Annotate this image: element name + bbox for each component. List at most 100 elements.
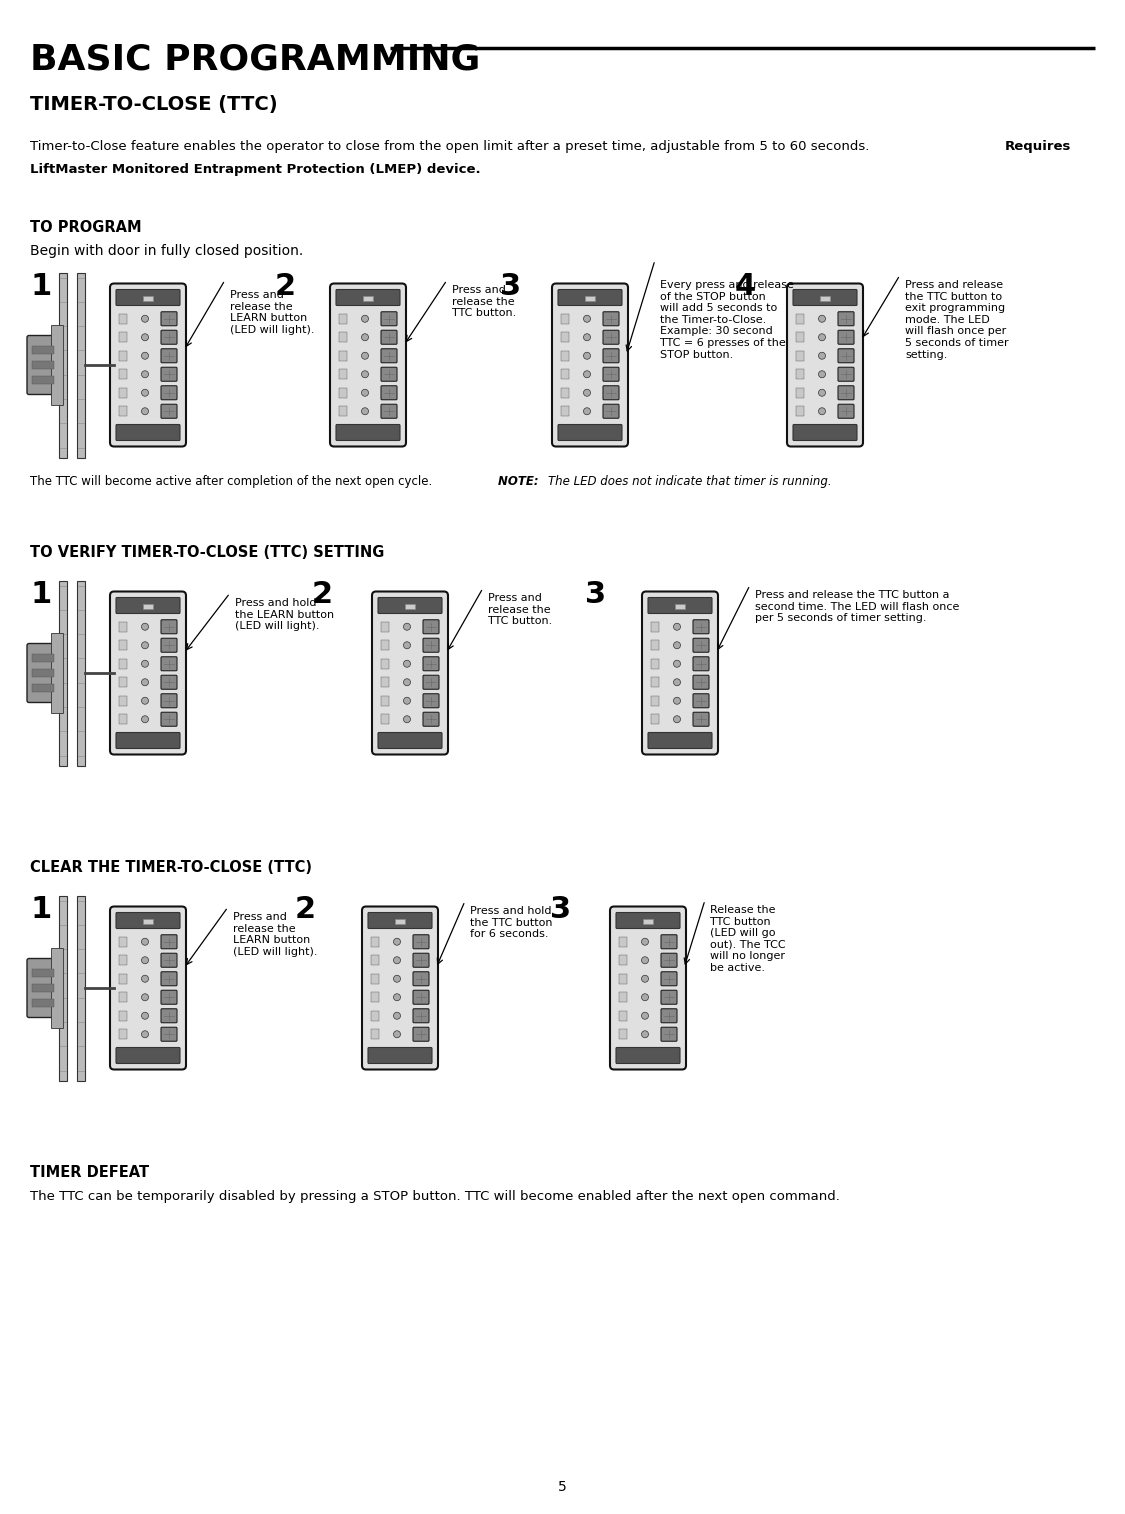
- FancyBboxPatch shape: [110, 592, 186, 754]
- FancyBboxPatch shape: [423, 712, 439, 727]
- FancyBboxPatch shape: [552, 283, 628, 447]
- Bar: [619, 1030, 627, 1039]
- Bar: [339, 369, 346, 378]
- FancyBboxPatch shape: [336, 289, 400, 306]
- FancyBboxPatch shape: [603, 368, 619, 382]
- FancyBboxPatch shape: [27, 336, 58, 395]
- Text: 1: 1: [30, 580, 52, 609]
- Bar: [119, 992, 127, 1002]
- FancyBboxPatch shape: [161, 954, 177, 967]
- FancyBboxPatch shape: [603, 386, 619, 400]
- Circle shape: [361, 389, 369, 397]
- Circle shape: [142, 678, 148, 686]
- Bar: [58, 273, 68, 457]
- FancyBboxPatch shape: [616, 913, 679, 928]
- Bar: [119, 313, 127, 324]
- FancyBboxPatch shape: [423, 619, 439, 634]
- FancyBboxPatch shape: [793, 424, 857, 441]
- FancyBboxPatch shape: [662, 972, 677, 986]
- Circle shape: [584, 353, 591, 359]
- FancyBboxPatch shape: [558, 289, 622, 306]
- FancyBboxPatch shape: [161, 348, 177, 363]
- Bar: [561, 332, 569, 342]
- Bar: [585, 295, 595, 300]
- FancyBboxPatch shape: [423, 693, 439, 707]
- Bar: [405, 604, 415, 609]
- FancyBboxPatch shape: [693, 675, 709, 689]
- Bar: [119, 388, 127, 398]
- FancyBboxPatch shape: [161, 330, 177, 344]
- FancyBboxPatch shape: [381, 386, 397, 400]
- Circle shape: [404, 660, 411, 668]
- Text: Press and release
the TTC button to
exit programming
mode. The LED
will flash on: Press and release the TTC button to exit…: [904, 280, 1009, 360]
- Bar: [363, 295, 374, 300]
- FancyBboxPatch shape: [838, 368, 854, 382]
- FancyBboxPatch shape: [116, 733, 180, 748]
- FancyBboxPatch shape: [603, 330, 619, 344]
- FancyBboxPatch shape: [423, 639, 439, 653]
- Circle shape: [142, 642, 148, 650]
- Text: TO PROGRAM: TO PROGRAM: [30, 220, 142, 235]
- Text: 1: 1: [30, 895, 52, 924]
- Bar: [381, 622, 389, 631]
- Circle shape: [142, 660, 148, 668]
- Circle shape: [142, 371, 148, 378]
- Bar: [651, 715, 659, 724]
- Circle shape: [404, 642, 411, 650]
- FancyBboxPatch shape: [838, 312, 854, 326]
- FancyBboxPatch shape: [362, 907, 438, 1069]
- Bar: [796, 369, 804, 378]
- Circle shape: [394, 1013, 400, 1019]
- Bar: [619, 937, 627, 946]
- Bar: [675, 604, 685, 609]
- Bar: [119, 659, 127, 669]
- Bar: [339, 332, 346, 342]
- Circle shape: [584, 389, 591, 397]
- Bar: [371, 992, 379, 1002]
- Circle shape: [142, 975, 148, 983]
- Bar: [76, 895, 86, 1081]
- Text: 2: 2: [295, 895, 316, 924]
- FancyBboxPatch shape: [693, 639, 709, 653]
- Bar: [32, 669, 54, 677]
- FancyBboxPatch shape: [378, 733, 442, 748]
- Bar: [651, 622, 659, 631]
- FancyBboxPatch shape: [161, 312, 177, 326]
- FancyBboxPatch shape: [788, 283, 863, 447]
- Circle shape: [819, 353, 826, 359]
- FancyBboxPatch shape: [603, 312, 619, 326]
- Bar: [619, 992, 627, 1002]
- FancyBboxPatch shape: [693, 619, 709, 634]
- Text: Press and
release the
TTC button.: Press and release the TTC button.: [452, 285, 516, 318]
- Circle shape: [142, 1031, 148, 1037]
- Circle shape: [584, 371, 591, 378]
- Text: Requires: Requires: [1005, 139, 1071, 153]
- Circle shape: [641, 939, 648, 945]
- Text: 4: 4: [735, 273, 756, 301]
- FancyBboxPatch shape: [110, 907, 186, 1069]
- FancyBboxPatch shape: [372, 592, 448, 754]
- Circle shape: [394, 1031, 400, 1037]
- Text: 2: 2: [274, 273, 296, 301]
- FancyBboxPatch shape: [793, 289, 857, 306]
- Circle shape: [394, 993, 400, 1001]
- Bar: [619, 974, 627, 984]
- Circle shape: [819, 315, 826, 322]
- Text: LiftMaster Monitored Entrapment Protection (LMEP) device.: LiftMaster Monitored Entrapment Protecti…: [30, 164, 480, 176]
- FancyBboxPatch shape: [693, 657, 709, 671]
- Circle shape: [674, 698, 681, 704]
- Bar: [119, 369, 127, 378]
- FancyBboxPatch shape: [413, 954, 429, 967]
- Circle shape: [394, 957, 400, 964]
- Bar: [796, 406, 804, 416]
- Bar: [119, 696, 127, 706]
- FancyBboxPatch shape: [558, 424, 622, 441]
- Circle shape: [641, 975, 648, 983]
- Bar: [339, 388, 346, 398]
- FancyBboxPatch shape: [161, 404, 177, 418]
- Circle shape: [584, 333, 591, 341]
- Text: 3: 3: [550, 895, 572, 924]
- FancyBboxPatch shape: [603, 404, 619, 418]
- FancyBboxPatch shape: [161, 712, 177, 727]
- Circle shape: [142, 353, 148, 359]
